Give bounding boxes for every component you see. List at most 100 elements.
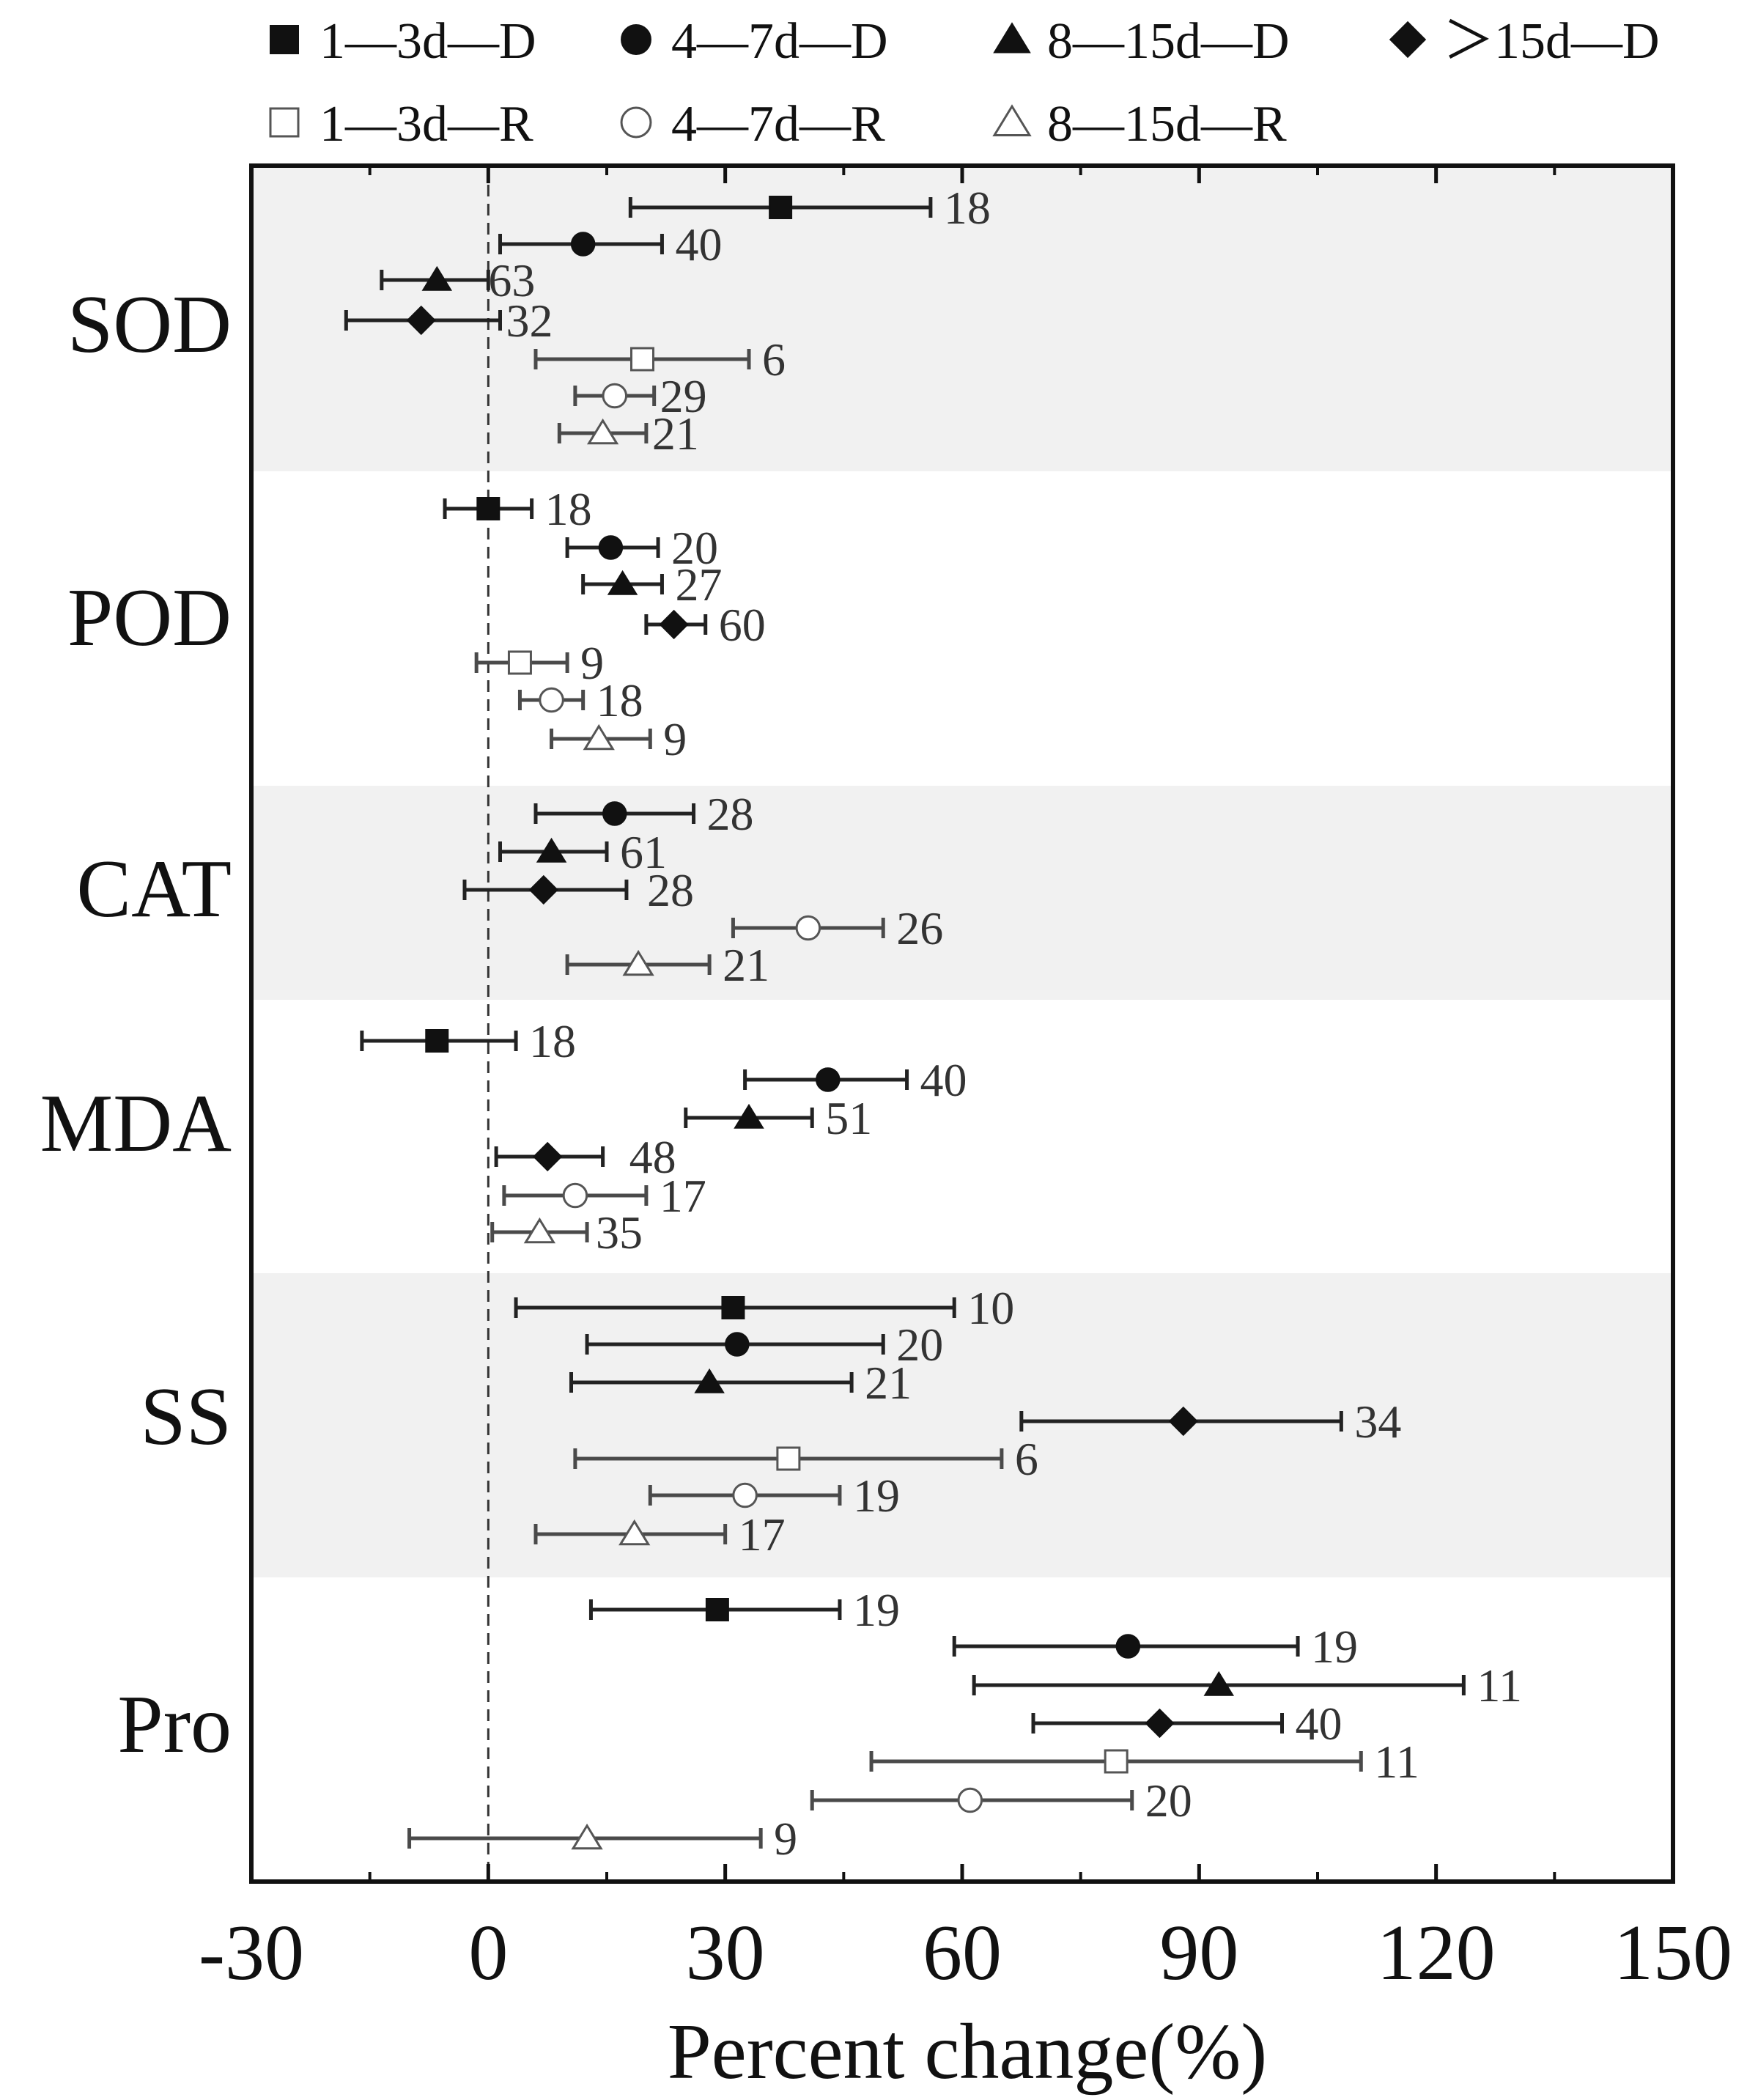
estimate-row: 61 bbox=[498, 826, 667, 878]
estimate-marker-circle bbox=[795, 915, 821, 941]
estimate-row: 18 bbox=[360, 1015, 576, 1067]
estimate-row: 6 bbox=[533, 334, 786, 386]
estimate-row: 19 bbox=[648, 1470, 900, 1522]
legend-label: ＞15d—D bbox=[1443, 13, 1660, 70]
sample-size-label: 11 bbox=[1374, 1736, 1419, 1788]
x-tick-label: 120 bbox=[1377, 1909, 1496, 1997]
sample-size-label: 17 bbox=[660, 1170, 706, 1222]
group-bands bbox=[251, 166, 1673, 1577]
sample-size-label: 40 bbox=[675, 218, 722, 270]
estimate-row: 19 bbox=[588, 1584, 900, 1636]
sample-size-label: 32 bbox=[506, 295, 553, 347]
legend-label: 4—7d—D bbox=[671, 13, 888, 70]
estimate-row: 18 bbox=[628, 182, 991, 234]
estimate-marker-diamond bbox=[406, 305, 436, 336]
sample-size-label: 6 bbox=[1015, 1433, 1038, 1485]
estimate-row: 11 bbox=[869, 1736, 1419, 1788]
estimate-marker-circle bbox=[598, 535, 624, 560]
estimate-marker-circle bbox=[1115, 1634, 1141, 1659]
estimate-marker-triangle bbox=[607, 570, 638, 595]
x-tick-label: 150 bbox=[1614, 1909, 1732, 1997]
estimate-marker-circle bbox=[816, 1067, 841, 1092]
estimate-marker-diamond bbox=[1168, 1406, 1198, 1437]
x-tick-label: -30 bbox=[199, 1909, 304, 1997]
legend-label: 1—3d—R bbox=[320, 96, 533, 152]
sample-size-label: 35 bbox=[596, 1206, 643, 1259]
sample-size-label: 20 bbox=[671, 522, 718, 574]
sample-size-label: 18 bbox=[597, 674, 643, 726]
legend-marker-triangle bbox=[992, 104, 1032, 136]
sample-size-label: 6 bbox=[762, 334, 786, 386]
estimate-marker-square bbox=[425, 1029, 449, 1053]
legend-item: 8—15d—R bbox=[992, 96, 1287, 152]
estimate-row: 17 bbox=[502, 1170, 706, 1222]
sample-size-label: 18 bbox=[529, 1015, 576, 1067]
estimate-row: 9 bbox=[474, 637, 604, 689]
estimate-row: 40 bbox=[498, 218, 722, 270]
legend-marker-triangle bbox=[993, 22, 1031, 54]
estimate-marker-triangle bbox=[694, 1368, 725, 1393]
legend-label: 1—3d—D bbox=[320, 13, 536, 70]
x-tick-label: 30 bbox=[686, 1909, 765, 1997]
sample-size-label: 60 bbox=[719, 599, 766, 651]
estimate-marker-square bbox=[630, 347, 654, 372]
estimate-row: 29 bbox=[573, 370, 707, 422]
legend-marker-square bbox=[269, 107, 300, 138]
sample-size-label: 48 bbox=[629, 1131, 676, 1183]
estimate-row: 40 bbox=[743, 1054, 967, 1106]
legend-marker-square bbox=[270, 25, 299, 54]
legend-label: 8—15d—R bbox=[1047, 96, 1287, 152]
group-label-ss: SS bbox=[140, 1371, 232, 1462]
sample-size-label: 9 bbox=[774, 1813, 797, 1865]
estimate-marker-circle bbox=[602, 801, 627, 826]
estimate-marker-triangle bbox=[1203, 1670, 1235, 1696]
legend-label: 4—7d—R bbox=[671, 96, 885, 152]
sample-size-label: 17 bbox=[739, 1508, 786, 1561]
group-label-mda: MDA bbox=[40, 1078, 232, 1169]
group-label-cat: CAT bbox=[76, 844, 232, 935]
estimate-marker-circle bbox=[602, 383, 628, 409]
estimate-marker-triangle bbox=[734, 1103, 764, 1129]
estimate-marker-triangle bbox=[523, 1217, 556, 1244]
estimate-marker-diamond bbox=[659, 609, 689, 640]
sample-size-label: 27 bbox=[675, 559, 722, 611]
sample-size-label: 28 bbox=[647, 864, 694, 916]
estimate-row: 11 bbox=[972, 1659, 1522, 1712]
estimate-marker-circle bbox=[732, 1482, 758, 1508]
legend-item: ＞15d—D bbox=[1389, 13, 1660, 70]
estimate-row: 20 bbox=[810, 1775, 1192, 1827]
group-label-pod: POD bbox=[67, 572, 232, 663]
sample-size-label: 29 bbox=[660, 370, 707, 422]
estimate-row: 21 bbox=[565, 939, 769, 991]
estimate-row: 18 bbox=[517, 674, 643, 726]
estimate-marker-square bbox=[769, 196, 793, 219]
sample-size-label: 51 bbox=[825, 1092, 872, 1144]
sample-size-label: 28 bbox=[707, 788, 754, 840]
estimate-row: 17 bbox=[533, 1508, 786, 1561]
estimate-marker-triangle bbox=[622, 949, 654, 976]
estimate-row: 51 bbox=[684, 1092, 872, 1144]
sample-size-label: 20 bbox=[896, 1319, 943, 1371]
x-axis-label: Percent change(%) bbox=[668, 2008, 1268, 2096]
legend-label: 8—15d—D bbox=[1047, 13, 1290, 70]
estimate-marker-diamond bbox=[1145, 1708, 1175, 1739]
sample-size-label: 21 bbox=[652, 408, 699, 460]
estimate-row: 40 bbox=[1031, 1698, 1342, 1750]
sample-size-label: 20 bbox=[1145, 1775, 1192, 1827]
sample-size-label: 61 bbox=[620, 826, 667, 878]
sample-size-label: 40 bbox=[1296, 1698, 1342, 1750]
sample-size-label: 18 bbox=[944, 182, 991, 234]
estimate-row: 21 bbox=[557, 408, 699, 460]
estimate-row: 9 bbox=[550, 713, 687, 765]
legend-item: 1—3d—D bbox=[270, 13, 536, 70]
sample-size-label: 19 bbox=[853, 1584, 900, 1636]
group-label-sod: SOD bbox=[67, 279, 232, 370]
estimate-marker-circle bbox=[562, 1182, 588, 1209]
estimate-row: 9 bbox=[407, 1813, 797, 1865]
estimate-marker-triangle bbox=[536, 837, 567, 863]
legend-item: 8—15d—D bbox=[993, 13, 1290, 70]
legend-item: 4—7d—R bbox=[620, 96, 885, 152]
estimate-marker-circle bbox=[570, 232, 596, 257]
estimate-marker-circle bbox=[539, 687, 564, 713]
sample-size-label: 19 bbox=[1311, 1621, 1358, 1673]
